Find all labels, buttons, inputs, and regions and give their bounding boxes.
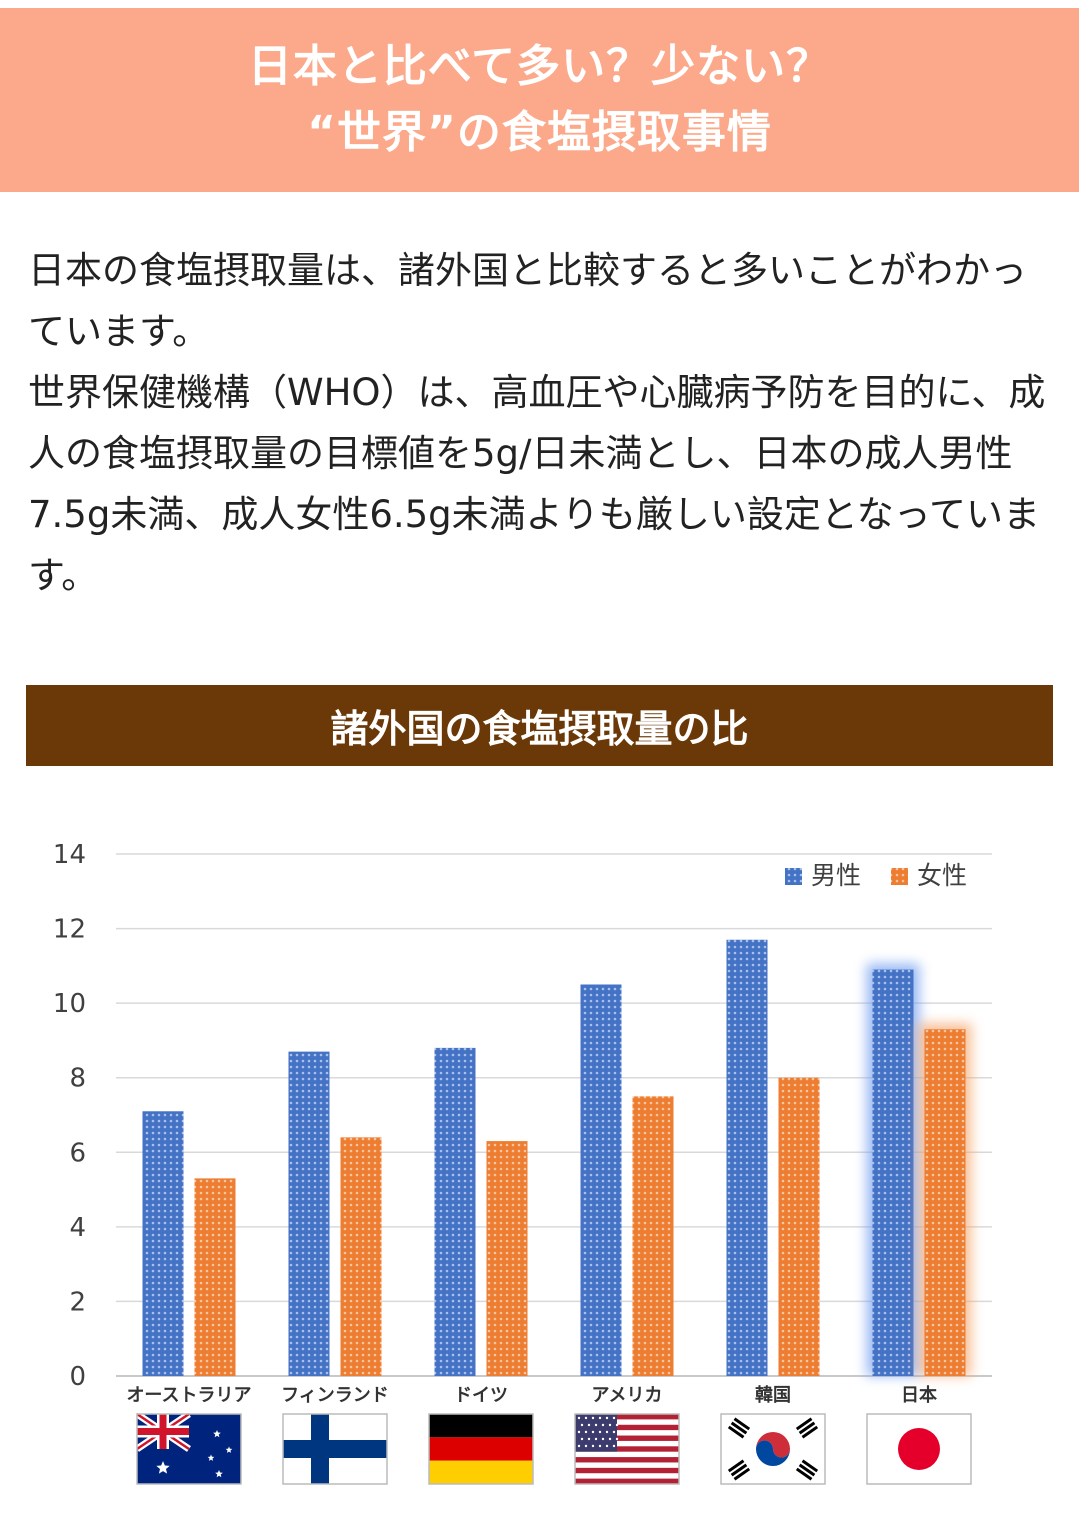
country-flags: [135, 1411, 972, 1485]
chart-title-banner: 諸外国の食塩摂取量の比: [26, 685, 1053, 766]
flag-border: [720, 1413, 826, 1485]
legend-swatch: [785, 868, 802, 885]
bar-female: [194, 1178, 236, 1376]
chart-gridlines: [116, 853, 992, 1377]
usa-flag-icon: [574, 1413, 680, 1485]
x-tick-label: オーストラリア: [126, 1385, 251, 1406]
flag-border: [574, 1413, 680, 1485]
x-tick-label: アメリカ: [591, 1385, 662, 1406]
salt-intake-bar-chart: 0 2 4 6 8 10 12 14 オーストラリア フィンランド ドイツ アメリカ 韓国 日本 男性 女…: [53, 840, 992, 1485]
bar-male: [142, 1111, 184, 1376]
legend-label: 女性: [917, 861, 967, 890]
y-tick-label: 14: [53, 840, 86, 870]
y-tick-label: 12: [53, 915, 86, 945]
bar-male: [580, 984, 622, 1376]
flag-border: [866, 1413, 972, 1485]
bar-female: [632, 1096, 674, 1376]
flag-border: [136, 1413, 242, 1485]
chart-title: 諸外国の食塩摂取量の比: [330, 707, 749, 751]
legend-label: 男性: [811, 861, 861, 890]
x-tick-label: 韓国: [755, 1384, 791, 1406]
flag-border: [428, 1413, 534, 1485]
y-axis-ticks: 0 2 4 6 8 10 12 14: [53, 840, 86, 1392]
bar-female: [778, 1077, 820, 1376]
bar-male: [726, 939, 768, 1376]
germany-flag-icon: [428, 1413, 534, 1485]
y-tick-label: 0: [69, 1362, 86, 1392]
bar-female: [340, 1137, 382, 1376]
korea-flag-icon: [720, 1413, 826, 1485]
bar-male: [872, 969, 914, 1376]
australia-flag-icon: [135, 1411, 242, 1485]
page-header: 日本と比べて多い？少ない？ “世界”の食塩摂取事情: [0, 8, 1079, 192]
y-tick-label: 6: [69, 1138, 86, 1168]
y-tick-label: 4: [69, 1213, 86, 1243]
x-tick-label: ドイツ: [454, 1385, 508, 1406]
bar-female: [924, 1029, 966, 1376]
chart-bars: [142, 939, 972, 1376]
bar-male: [288, 1051, 330, 1376]
x-tick-label: フィンランド: [281, 1385, 389, 1406]
y-tick-label: 10: [53, 989, 86, 1019]
x-tick-label: 日本: [901, 1384, 937, 1406]
intro-paragraph-2: 世界保健機構（WHO）は、高血圧や心臓病予防を目的に、成人の食塩摂取量の目標値を…: [28, 371, 1046, 597]
y-tick-label: 2: [69, 1287, 86, 1317]
x-axis-labels: オーストラリア フィンランド ドイツ アメリカ 韓国 日本: [126, 1384, 937, 1406]
legend-swatch: [891, 868, 908, 885]
chart-legend: 男性 女性: [785, 861, 967, 890]
flag-border: [282, 1413, 388, 1485]
y-tick-label: 8: [69, 1064, 86, 1094]
header-title-line1: 日本と比べて多い？少ない？: [247, 41, 832, 92]
japan-flag-icon: [866, 1413, 972, 1485]
intro-text: 日本の食塩摂取量は、諸外国と比較すると多いことがわかっています。 世界保健機構（…: [28, 240, 1058, 606]
bar-male: [434, 1047, 476, 1376]
finland-flag-icon: [282, 1413, 388, 1485]
bar-female: [486, 1141, 528, 1376]
header-title-line2: “世界”の食塩摂取事情: [307, 107, 772, 158]
intro-paragraph-1: 日本の食塩摂取量は、諸外国と比較すると多いことがわかっています。: [28, 249, 1027, 353]
